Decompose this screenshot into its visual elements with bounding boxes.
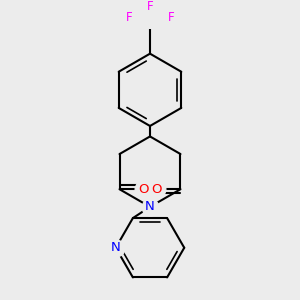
Text: N: N <box>111 241 121 254</box>
Text: O: O <box>138 183 148 196</box>
Text: F: F <box>168 11 174 24</box>
Text: F: F <box>126 11 132 24</box>
Text: N: N <box>145 200 155 213</box>
Text: O: O <box>152 183 162 196</box>
Text: F: F <box>147 0 153 13</box>
